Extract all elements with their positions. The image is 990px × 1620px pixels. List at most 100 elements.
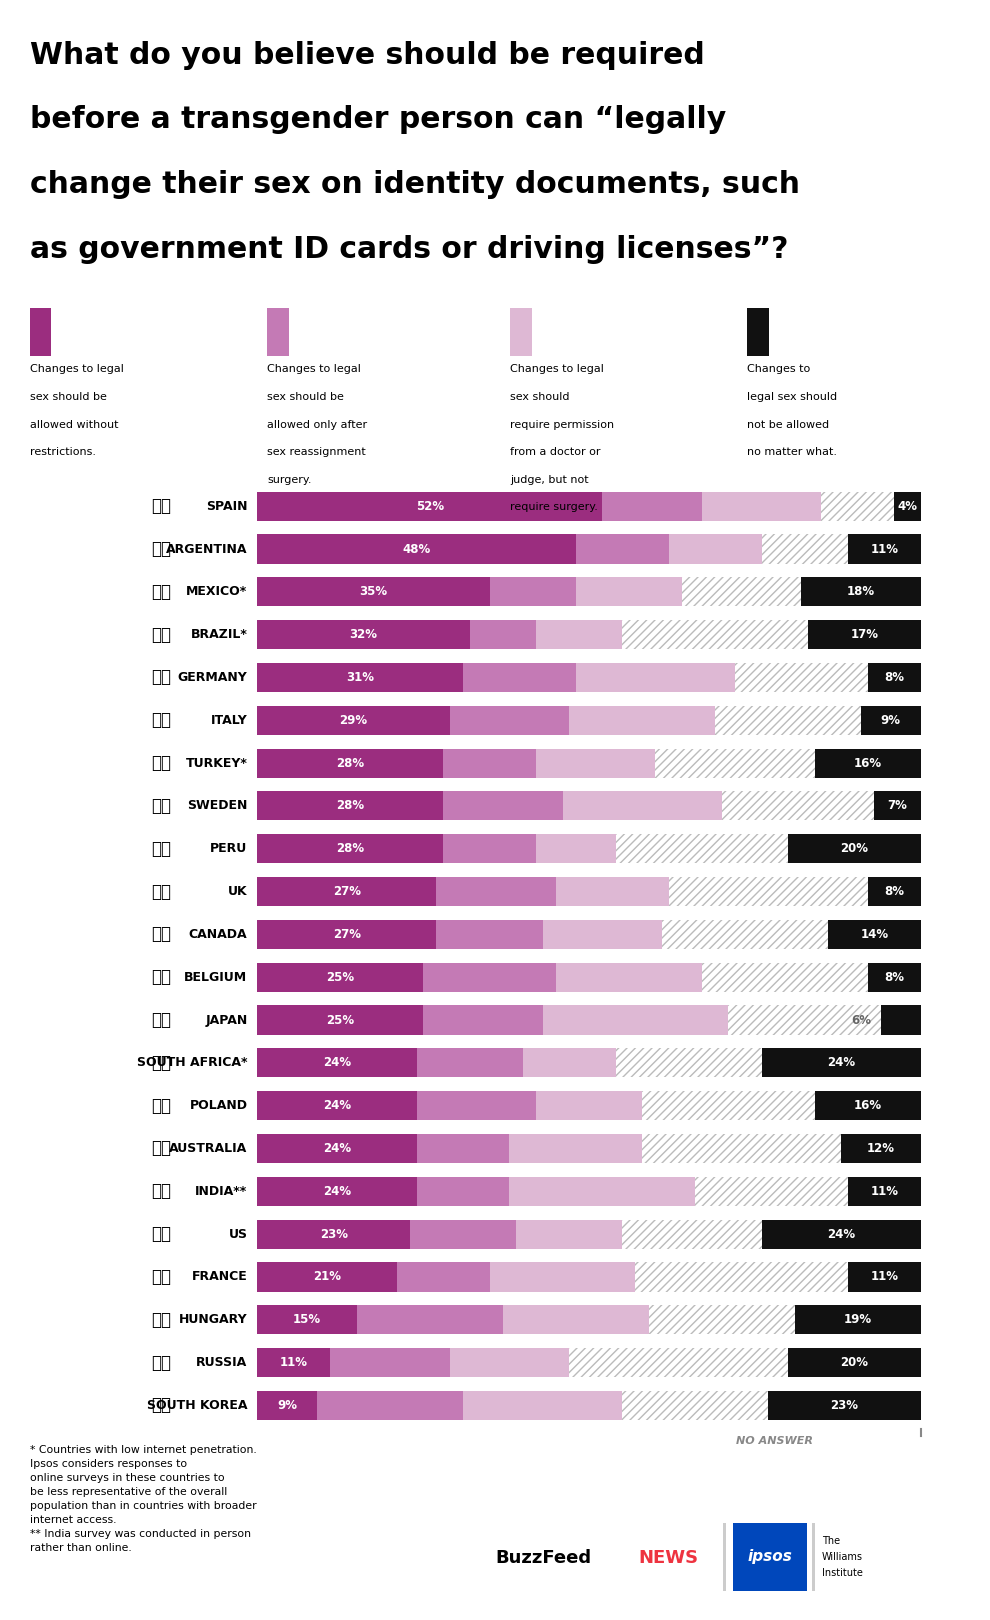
Bar (894, 491, 921, 520)
Text: surgery.: surgery. (267, 475, 312, 484)
Bar (643, 1134, 842, 1163)
Bar (576, 535, 668, 564)
Text: NEWS: NEWS (639, 1549, 699, 1568)
Text: Institute: Institute (822, 1568, 862, 1578)
Bar (417, 1092, 536, 1119)
Text: The: The (822, 1536, 840, 1545)
Text: 24%: 24% (323, 1098, 351, 1113)
Text: 24%: 24% (827, 1228, 855, 1241)
Text: allowed only after: allowed only after (267, 420, 367, 429)
Text: 12%: 12% (867, 1142, 895, 1155)
Bar (569, 706, 715, 735)
Text: ARGENTINA: ARGENTINA (166, 543, 248, 556)
Text: 21%: 21% (313, 1270, 341, 1283)
Text: 14%: 14% (860, 928, 888, 941)
Bar (469, 620, 536, 650)
Text: ipsos: ipsos (747, 1549, 793, 1565)
Bar (556, 876, 668, 906)
Bar (257, 962, 867, 991)
Text: no matter what.: no matter what. (747, 447, 838, 457)
Bar (702, 962, 867, 991)
Bar (643, 1092, 815, 1119)
Text: 28%: 28% (337, 842, 364, 855)
Bar (602, 491, 702, 520)
Bar (695, 1176, 847, 1205)
Text: 11%: 11% (870, 1270, 898, 1283)
Bar (257, 1262, 847, 1291)
Text: 24%: 24% (323, 1184, 351, 1197)
Text: from a doctor or: from a doctor or (510, 447, 600, 457)
Text: 17%: 17% (850, 629, 878, 642)
Bar (668, 535, 761, 564)
Text: 9%: 9% (277, 1400, 297, 1413)
Bar (623, 1392, 768, 1421)
Text: 24%: 24% (323, 1056, 351, 1069)
Bar (257, 792, 444, 820)
Text: 23%: 23% (831, 1400, 858, 1413)
Text: NO ANSWER: NO ANSWER (737, 1437, 813, 1447)
Text: 🇿🇦: 🇿🇦 (151, 1055, 171, 1072)
Text: 🇵🇱: 🇵🇱 (151, 1097, 171, 1115)
Bar (847, 1176, 921, 1205)
Bar (569, 1348, 788, 1377)
Text: US: US (229, 1228, 248, 1241)
Text: RUSSIA: RUSSIA (196, 1356, 248, 1369)
Text: 🇧🇷: 🇧🇷 (151, 625, 171, 643)
Bar (510, 1134, 643, 1163)
Text: 16%: 16% (853, 1098, 882, 1113)
Text: 11%: 11% (870, 1184, 898, 1197)
Bar (463, 1392, 623, 1421)
Bar (715, 706, 861, 735)
Bar (702, 491, 822, 520)
Bar (257, 1092, 815, 1119)
Text: BELGIUM: BELGIUM (184, 970, 248, 983)
Text: CANADA: CANADA (189, 928, 248, 941)
Bar (616, 1048, 761, 1077)
Bar (815, 1092, 921, 1119)
Bar (257, 1306, 357, 1335)
Bar (735, 663, 867, 692)
Bar (444, 748, 536, 778)
Text: 🇪🇸: 🇪🇸 (151, 497, 171, 515)
Text: judge, but not: judge, but not (510, 475, 588, 484)
Text: 18%: 18% (846, 585, 875, 598)
Text: 🇲🇽: 🇲🇽 (151, 583, 171, 601)
Text: TURKEY*: TURKEY* (185, 757, 248, 770)
Bar (331, 1348, 449, 1377)
Bar (397, 1262, 490, 1291)
Bar (490, 1262, 636, 1291)
Text: 25%: 25% (327, 970, 354, 983)
Bar (503, 1306, 648, 1335)
Text: MEXICO*: MEXICO* (186, 585, 248, 598)
Bar (847, 535, 921, 564)
Bar (410, 1220, 516, 1249)
Bar (523, 1048, 616, 1077)
Text: 🇧🇪: 🇧🇪 (151, 969, 171, 987)
Text: 🇰🇷: 🇰🇷 (151, 1396, 171, 1414)
Bar (449, 706, 569, 735)
Text: 27%: 27% (333, 885, 361, 897)
Bar (847, 1262, 921, 1291)
Text: 🇮🇹: 🇮🇹 (151, 711, 171, 729)
Bar (257, 834, 444, 863)
Text: 31%: 31% (346, 671, 374, 684)
Bar (543, 920, 662, 949)
Bar (861, 706, 921, 735)
Text: allowed without: allowed without (30, 420, 118, 429)
Text: Changes to legal: Changes to legal (30, 364, 124, 374)
Text: as government ID cards or driving licenses”?: as government ID cards or driving licens… (30, 235, 788, 264)
Text: 24%: 24% (323, 1142, 351, 1155)
Bar (257, 706, 449, 735)
Text: 🇸🇪: 🇸🇪 (151, 797, 171, 815)
Text: Changes to legal: Changes to legal (267, 364, 361, 374)
Text: SPAIN: SPAIN (206, 499, 248, 512)
Text: 8%: 8% (884, 885, 904, 897)
Text: restrictions.: restrictions. (30, 447, 96, 457)
Bar (821, 491, 894, 520)
Bar (761, 1048, 921, 1077)
Bar (417, 1134, 510, 1163)
Bar (801, 577, 921, 606)
Bar (417, 1048, 523, 1077)
Bar (257, 620, 808, 650)
Bar (463, 663, 576, 692)
